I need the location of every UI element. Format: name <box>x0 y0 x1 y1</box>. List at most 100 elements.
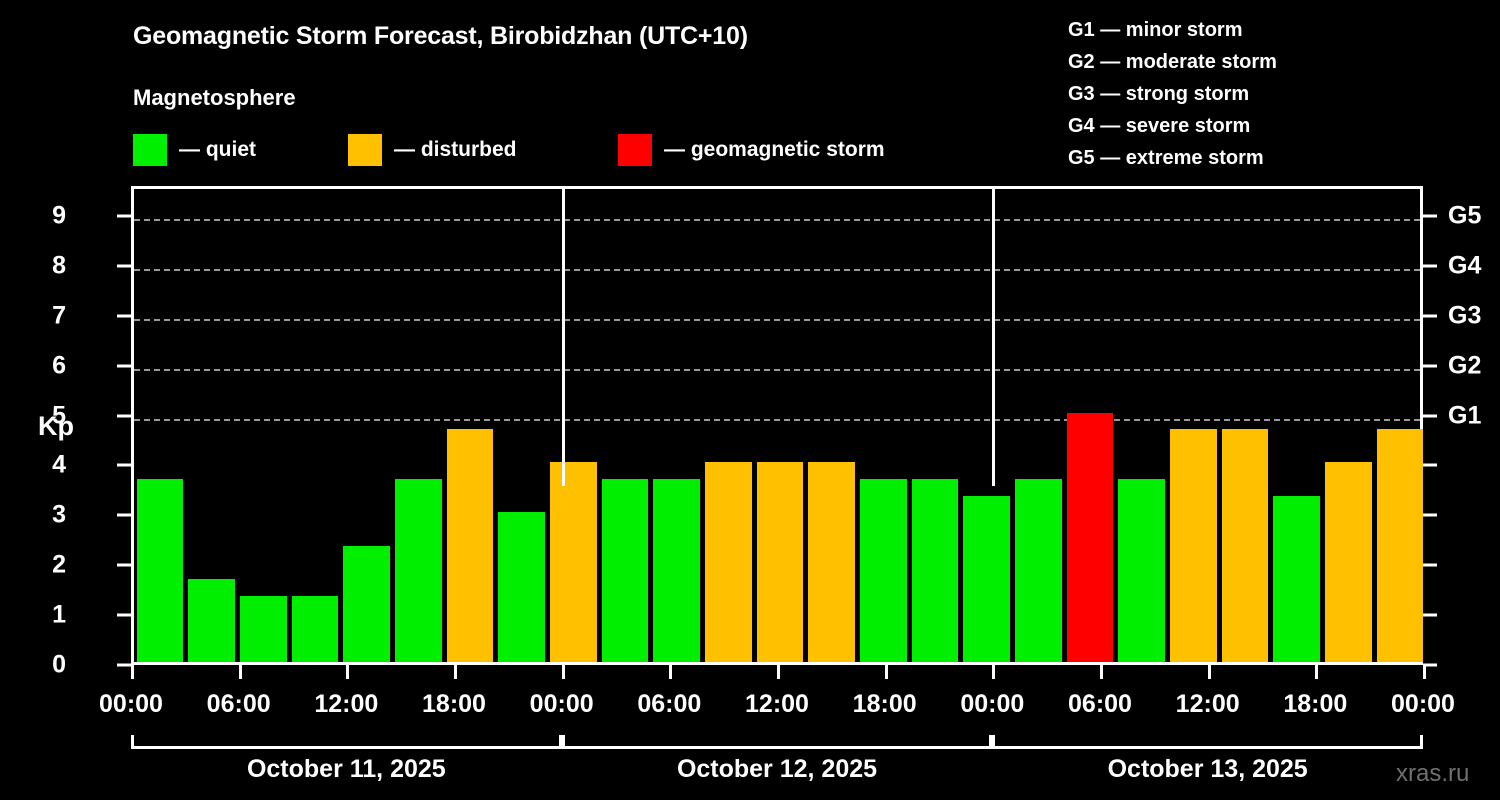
x-tick-label-11: 18:00 <box>1283 690 1348 718</box>
g-tick-label-G1: G1 <box>1448 401 1482 430</box>
day-separator-2 <box>992 186 996 486</box>
plot-area <box>131 186 1424 665</box>
y-tick-mark-8 <box>117 264 131 268</box>
x-tick-mark-12 <box>1423 665 1426 679</box>
x-tick-label-3: 18:00 <box>422 690 486 718</box>
y-tick-mark-0 <box>117 663 131 667</box>
y-tick-mark-9 <box>117 214 131 218</box>
plot-inner <box>134 189 1424 662</box>
y-tick-mark-6 <box>117 364 131 368</box>
bar-kp-0 <box>136 478 184 662</box>
y-tick-mark-1 <box>117 613 131 617</box>
page-title: Geomagnetic Storm Forecast, Birobidzhan … <box>133 22 748 50</box>
bar-kp-17 <box>1015 478 1062 662</box>
y-tick-mark-right-5 <box>1423 414 1437 418</box>
day-label-3: October 13, 2025 <box>1107 755 1308 783</box>
magnetosphere-section-label: Magnetosphere <box>133 85 296 110</box>
y-tick-label-7: 7 <box>52 301 66 330</box>
y-tick-mark-right-7 <box>1423 314 1437 318</box>
bar-kp-10 <box>653 478 700 662</box>
bar-kp-3 <box>291 595 339 662</box>
g-tick-label-G4: G4 <box>1448 251 1482 280</box>
y-axis-title: Kp <box>38 411 74 441</box>
y-tick-label-8: 8 <box>52 251 66 280</box>
bar-kp-13 <box>808 462 855 662</box>
bar-kp-15 <box>911 478 959 662</box>
bar-kp-22 <box>1273 495 1321 662</box>
gridline-kp-9 <box>134 218 1420 221</box>
x-tick-mark-11 <box>1315 665 1319 679</box>
bar-kp-20 <box>1170 429 1217 662</box>
gridline-kp-7 <box>134 318 1420 321</box>
x-tick-mark-0 <box>131 665 134 679</box>
g-scale-legend: G1 — minor storm G2 — moderate storm G3 — … <box>1068 14 1488 174</box>
bar-kp-1 <box>188 578 235 662</box>
x-tick-label-7: 18:00 <box>852 690 917 718</box>
bar-kp-14 <box>860 478 907 662</box>
bar-kp-4 <box>343 545 390 662</box>
day-bracket-2 <box>561 735 993 749</box>
x-tick-mark-7 <box>884 665 888 679</box>
legend-entry-disturbed: — disturbed <box>348 133 517 167</box>
gridline-kp-5 <box>134 418 1420 421</box>
watermark: xras.ru <box>1396 760 1470 787</box>
legend-swatch-quiet <box>133 134 167 166</box>
y-tick-label-0: 0 <box>52 650 66 679</box>
bar-kp-19 <box>1118 478 1166 662</box>
y-tick-mark-right-2 <box>1423 563 1437 567</box>
day-label-2: October 12, 2025 <box>676 755 878 783</box>
legend-entry-geomagnetic-storm: — geomagnetic storm <box>618 133 885 167</box>
x-tick-mark-4 <box>561 665 565 679</box>
y-tick-label-3: 3 <box>52 500 66 529</box>
bar-kp-5 <box>394 478 442 662</box>
bar-kp-18 <box>1066 412 1114 662</box>
gridline-kp-8 <box>134 268 1420 271</box>
bar-kp-6 <box>446 429 494 662</box>
y-tick-mark-2 <box>117 563 131 567</box>
bar-kp-16 <box>963 495 1011 662</box>
bar-kp-12 <box>756 462 804 662</box>
x-tick-mark-1 <box>238 665 242 679</box>
x-tick-mark-8 <box>992 665 996 679</box>
y-tick-mark-right-1 <box>1423 613 1437 617</box>
bar-kp-7 <box>498 512 545 662</box>
day-label-1: October 11, 2025 <box>246 755 446 783</box>
y-tick-mark-right-4 <box>1423 463 1437 467</box>
day-separator-1 <box>561 186 565 486</box>
x-tick-label-5: 06:00 <box>637 690 702 718</box>
x-tick-label-12: 00:00 <box>1391 690 1455 718</box>
bar-kp-11 <box>704 462 752 662</box>
legend-label-disturbed: — disturbed <box>394 138 517 161</box>
g-tick-label-G5: G5 <box>1448 201 1482 230</box>
x-tick-label-8: 00:00 <box>960 690 1025 718</box>
legend-swatch-geomagnetic-storm <box>618 134 652 166</box>
y-tick-label-6: 6 <box>52 351 66 380</box>
gridline-kp-6 <box>134 368 1420 371</box>
bar-kp-2 <box>239 595 287 662</box>
y-tick-mark-7 <box>117 314 131 318</box>
x-tick-label-4: 00:00 <box>529 690 594 718</box>
g-legend-row-2: G2 — moderate storm <box>1068 51 1277 73</box>
y-tick-mark-right-0 <box>1423 663 1437 667</box>
y-tick-mark-5 <box>117 414 131 418</box>
y-tick-label-1: 1 <box>52 600 66 629</box>
x-tick-mark-3 <box>454 665 457 679</box>
y-tick-label-9: 9 <box>52 201 66 230</box>
day-bracket-3 <box>992 735 1423 749</box>
y-tick-label-5: 5 <box>52 401 66 430</box>
x-tick-label-10: 12:00 <box>1175 690 1240 718</box>
bar-kp-23 <box>1325 462 1372 662</box>
bar-kp-9 <box>601 478 649 662</box>
y-tick-label-2: 2 <box>52 550 66 579</box>
g-legend-row-3: G3 — strong storm <box>1068 83 1250 105</box>
x-tick-label-9: 06:00 <box>1068 690 1132 718</box>
g-legend-row-4: G4 — severe storm <box>1068 115 1251 137</box>
x-tick-label-6: 12:00 <box>745 690 809 718</box>
y-tick-mark-right-3 <box>1423 513 1437 517</box>
y-tick-mark-right-8 <box>1423 264 1437 268</box>
x-tick-mark-10 <box>1207 665 1211 679</box>
y-tick-mark-right-9 <box>1423 214 1437 218</box>
x-tick-mark-6 <box>777 665 780 679</box>
y-tick-mark-right-6 <box>1423 364 1437 368</box>
g-legend-row-5: G5 — extreme storm <box>1068 147 1264 169</box>
